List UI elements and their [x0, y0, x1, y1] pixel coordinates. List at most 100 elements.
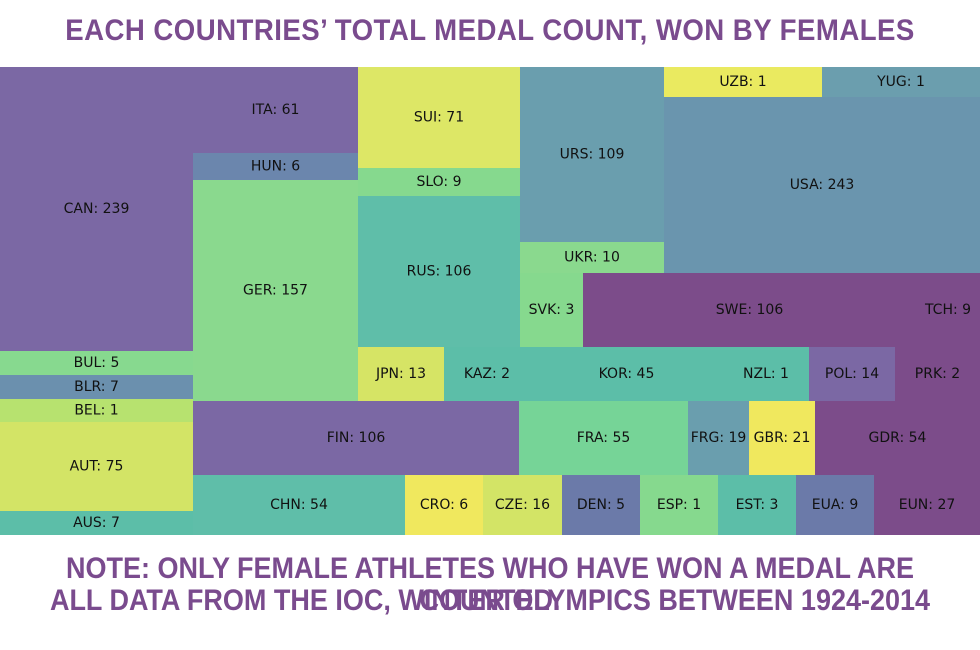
treemap-label-fin: FIN: 106	[327, 430, 386, 446]
footnote-line-2: All data from the IOC, Winter Olympics b…	[49, 584, 931, 617]
treemap-cell-swe: SWE: 106	[583, 273, 916, 347]
treemap-rect-gdr	[815, 401, 980, 475]
treemap-label-aus: AUS: 7	[73, 515, 120, 531]
treemap-rect-urs	[520, 67, 664, 242]
treemap-label-gdr: GDR: 54	[869, 430, 927, 446]
treemap-label-blr: BLR: 7	[74, 379, 119, 395]
treemap-label-swe: SWE: 106	[716, 302, 784, 318]
treemap-cell-can: CAN: 239	[0, 67, 193, 351]
treemap-cell-urs: URS: 109	[520, 67, 664, 242]
treemap-cell-bel: BEL: 1	[0, 399, 193, 422]
treemap-rect-gbr	[749, 401, 815, 475]
treemap-label-urs: URS: 109	[560, 147, 625, 163]
treemap-label-pol: POL: 14	[825, 366, 879, 382]
treemap-rect-prk	[895, 347, 980, 401]
treemap-label-frg: FRG: 19	[691, 430, 747, 446]
treemap-label-kaz: KAZ: 2	[464, 366, 510, 382]
treemap-label-rus: RUS: 106	[407, 264, 472, 280]
treemap-chart: CAN: 239 BUL: 5 BLR: 7 BEL: 1 AUT: 75 AUS: 7 I…	[0, 67, 980, 535]
treemap-cell-yug: YUG: 1	[822, 67, 980, 97]
treemap-cell-usa: USA: 243	[664, 97, 980, 273]
treemap-label-cro: CRO: 6	[420, 497, 468, 513]
treemap-cell-fin: FIN: 106	[193, 401, 519, 475]
treemap-cell-fra: FRA: 55	[519, 401, 688, 475]
treemap-cell-slo: SLO: 9	[358, 168, 520, 196]
treemap-rect-esp	[640, 475, 718, 535]
treemap-rect-est	[718, 475, 796, 535]
treemap-cell-jpn: JPN: 13	[358, 347, 444, 401]
treemap-cell-nzl: NZL: 1	[723, 347, 809, 401]
treemap-label-ita: ITA: 61	[252, 102, 300, 118]
treemap-cell-kor: KOR: 45	[530, 347, 723, 401]
treemap-cell-chn: CHN: 54	[193, 475, 405, 535]
treemap-rect-uzb	[664, 67, 822, 97]
treemap-cell-pol: POL: 14	[809, 347, 895, 401]
treemap-rect-fin	[193, 401, 519, 475]
treemap-rect-eun	[874, 475, 980, 535]
treemap-label-chn: CHN: 54	[270, 497, 328, 513]
treemap-cell-blr: BLR: 7	[0, 375, 193, 399]
treemap-cell-kaz: KAZ: 2	[444, 347, 530, 401]
treemap-cell-den: DEN: 5	[562, 475, 640, 535]
treemap-label-den: DEN: 5	[577, 497, 625, 513]
treemap-rect-cro	[405, 475, 483, 535]
treemap-label-gbr: GBR: 21	[754, 430, 811, 446]
treemap-rect-swe	[583, 273, 916, 347]
treemap-cell-hun: HUN: 6	[193, 153, 358, 180]
treemap-rect-usa	[664, 97, 980, 273]
treemap-label-prk: PRK: 2	[915, 366, 960, 382]
treemap-cell-prk: PRK: 2	[895, 347, 980, 401]
treemap-label-fra: FRA: 55	[577, 430, 631, 446]
treemap-label-usa: USA: 243	[790, 177, 855, 193]
treemap-rect-sui	[358, 67, 520, 168]
treemap-rect-eua	[796, 475, 874, 535]
treemap-rect-tch	[916, 273, 980, 347]
treemap-rect-can	[0, 67, 193, 351]
treemap-cell-ita: ITA: 61	[193, 67, 358, 153]
treemap-rect-ukr	[520, 242, 664, 273]
treemap-rect-blr	[0, 375, 193, 399]
treemap-rect-hun	[193, 153, 358, 180]
treemap-rect-ger	[193, 180, 358, 401]
treemap-cell-frg: FRG: 19	[688, 401, 749, 475]
treemap-label-eua: EUA: 9	[812, 497, 859, 513]
treemap-cell-aus: AUS: 7	[0, 511, 193, 535]
treemap-label-nzl: NZL: 1	[743, 366, 789, 382]
treemap-rect-yug	[822, 67, 980, 97]
treemap-cell-svk: SVK: 3	[520, 273, 583, 347]
treemap-label-slo: SLO: 9	[416, 174, 461, 190]
treemap-label-est: EST: 3	[736, 497, 779, 513]
treemap-rect-cze	[483, 475, 562, 535]
treemap-rect-pol	[809, 347, 895, 401]
treemap-rect-bel	[0, 399, 193, 422]
treemap-label-yug: YUG: 1	[876, 74, 925, 90]
treemap-label-aut: AUT: 75	[70, 459, 124, 475]
treemap-rect-svk	[520, 273, 583, 347]
treemap-rect-frg	[688, 401, 749, 475]
treemap-label-sui: SUI: 71	[414, 110, 464, 126]
treemap-rect-rus	[358, 196, 520, 347]
treemap-label-eun: EUN: 27	[899, 497, 956, 513]
treemap-rect-aus	[0, 511, 193, 535]
treemap-rect-kor	[530, 347, 723, 401]
treemap-cell-ger: GER: 157	[193, 180, 358, 401]
treemap-label-uzb: UZB: 1	[719, 74, 766, 90]
treemap-rect-aut	[0, 422, 193, 511]
treemap-label-ger: GER: 157	[243, 283, 308, 299]
treemap-rect-fra	[519, 401, 688, 475]
treemap-label-bel: BEL: 1	[74, 403, 118, 419]
treemap-cell-eua: EUA: 9	[796, 475, 874, 535]
treemap-label-svk: SVK: 3	[529, 302, 575, 318]
treemap-label-kor: KOR: 45	[599, 366, 655, 382]
treemap-cell-gbr: GBR: 21	[749, 401, 815, 475]
treemap-label-can: CAN: 239	[64, 201, 130, 217]
treemap-label-hun: HUN: 6	[251, 159, 300, 175]
treemap-cell-cro: CRO: 6	[405, 475, 483, 535]
treemap-label-jpn: JPN: 13	[375, 366, 426, 382]
treemap-label-cze: CZE: 16	[495, 497, 550, 513]
treemap-cell-cze: CZE: 16	[483, 475, 562, 535]
treemap-rect-chn	[193, 475, 405, 535]
treemap-rect-ita	[193, 67, 358, 153]
treemap-label-esp: ESP: 1	[657, 497, 701, 513]
treemap-cell-eun: EUN: 27	[874, 475, 980, 535]
